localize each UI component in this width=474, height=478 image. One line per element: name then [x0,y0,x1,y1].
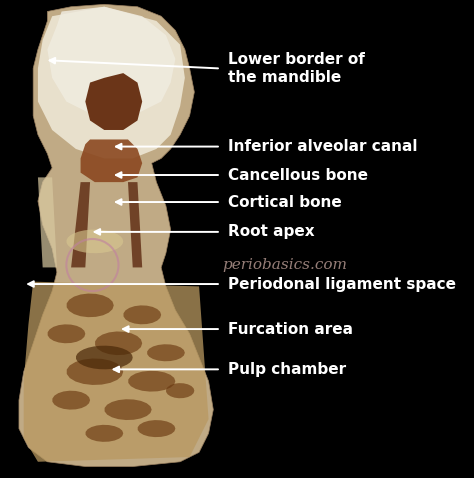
Polygon shape [128,182,142,267]
Polygon shape [147,344,185,361]
Text: periobasics.com: periobasics.com [223,258,348,272]
Text: Furcation area: Furcation area [228,322,353,337]
Text: Periodonal ligament space: Periodonal ligament space [228,277,456,292]
Polygon shape [124,305,161,324]
Polygon shape [81,140,142,182]
Polygon shape [86,425,123,442]
Polygon shape [67,358,123,385]
Polygon shape [48,325,85,343]
Polygon shape [38,7,185,158]
Polygon shape [47,7,175,116]
Polygon shape [19,4,213,467]
Polygon shape [95,331,142,355]
Text: Cancellous bone: Cancellous bone [228,167,367,183]
Polygon shape [76,346,133,369]
Polygon shape [138,420,175,437]
Text: Inferior alveolar canal: Inferior alveolar canal [228,139,417,154]
Text: Cortical bone: Cortical bone [228,195,341,209]
Polygon shape [24,282,209,462]
Polygon shape [128,371,175,391]
Text: Root apex: Root apex [228,224,314,239]
Polygon shape [71,182,90,267]
Text: Pulp chamber: Pulp chamber [228,362,346,377]
Polygon shape [66,229,123,253]
Polygon shape [67,293,114,317]
Text: Lower border of
the mandible: Lower border of the mandible [228,52,365,85]
Polygon shape [105,399,152,420]
Polygon shape [38,177,57,267]
Polygon shape [53,391,90,410]
Polygon shape [85,73,142,130]
Polygon shape [166,383,194,398]
